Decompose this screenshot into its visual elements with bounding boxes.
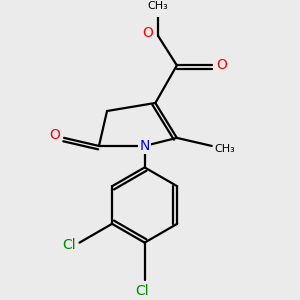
Text: CH₃: CH₃ [148,1,168,11]
Text: CH₃: CH₃ [215,144,236,154]
Text: Cl: Cl [62,238,76,252]
Text: O: O [142,26,153,40]
Text: N: N [140,139,150,153]
Text: O: O [217,58,227,72]
Text: O: O [49,128,60,142]
Text: Cl: Cl [135,284,149,298]
